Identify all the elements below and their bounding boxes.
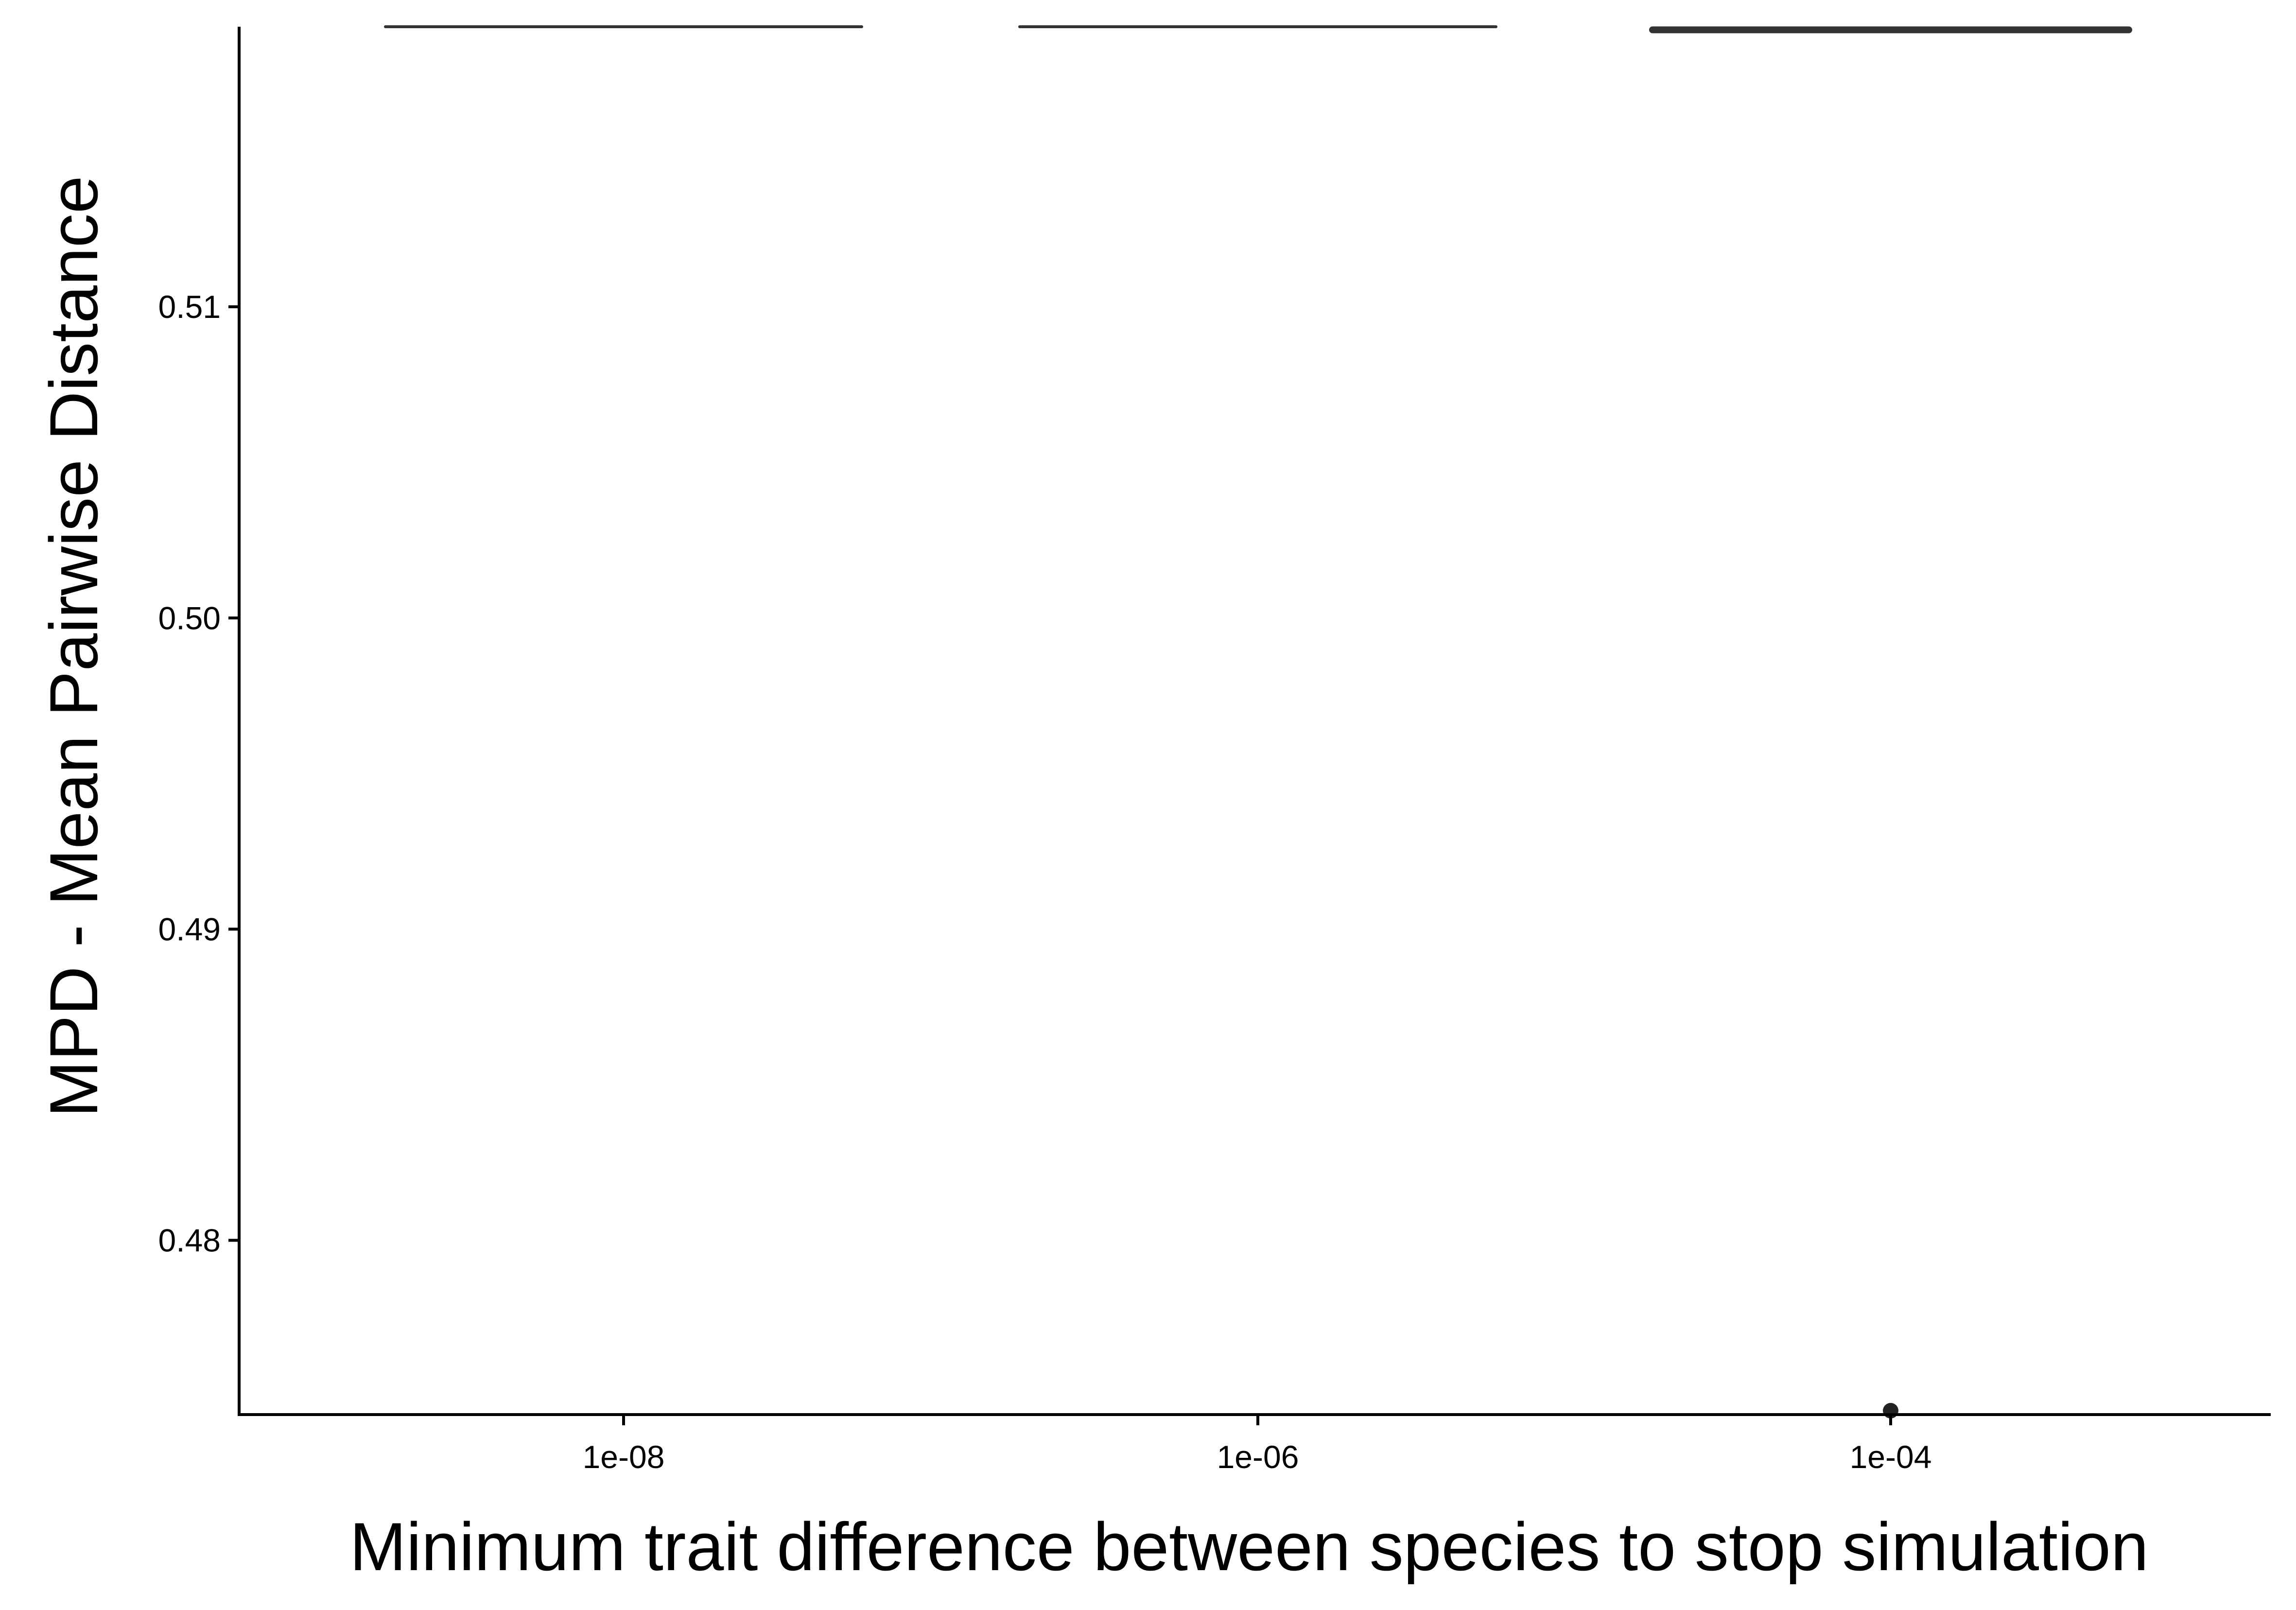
box-1e-04	[1649, 26, 2132, 1418]
x-tick-label: 1e-04	[1850, 1439, 1932, 1475]
plot-marks	[384, 25, 2132, 1418]
y-axis-title: MPD - Mean Pairwise Distance	[35, 175, 112, 1117]
x-tick-label: 1e-06	[1217, 1439, 1299, 1475]
x-axis-title: Minimum trait difference between species…	[349, 1508, 2148, 1585]
y-tick-label: 0.49	[158, 911, 221, 947]
y-tick-label: 0.48	[158, 1223, 221, 1259]
y-tick-label: 0.50	[158, 600, 221, 636]
axes: 0.48 0.49 0.50 0.51 1e-08 1e-06 1e-04	[158, 27, 2271, 1475]
x-tick-label: 1e-08	[583, 1439, 665, 1475]
y-tick-label: 0.51	[158, 289, 221, 325]
